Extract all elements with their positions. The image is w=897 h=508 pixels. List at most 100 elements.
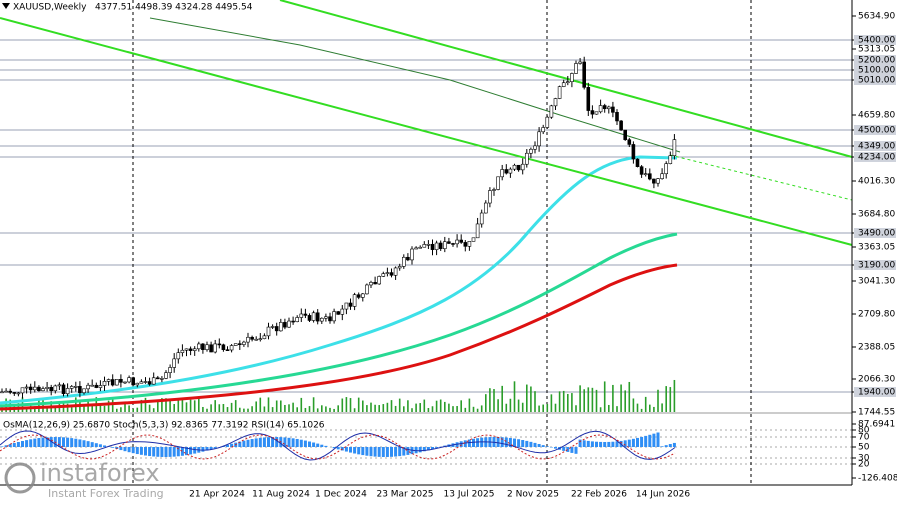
- volume-bar: [296, 407, 298, 412]
- candle-body: [312, 313, 315, 321]
- volume-bar: [506, 404, 508, 412]
- candle-body: [357, 295, 360, 298]
- candle-body: [607, 107, 610, 109]
- osma-bar: [324, 446, 327, 447]
- candle-body: [247, 337, 250, 342]
- price-label: 3041.30: [858, 277, 895, 287]
- volume-bar: [596, 390, 598, 412]
- candle-body: [300, 314, 303, 318]
- osma-bar: [78, 439, 81, 447]
- osma-bar: [673, 443, 676, 447]
- volume-bar: [227, 407, 229, 412]
- candle-body: [283, 322, 286, 327]
- candle-body: [115, 379, 118, 385]
- volume-bar: [399, 399, 401, 412]
- osma-bar: [128, 447, 131, 452]
- candle-body: [255, 339, 258, 340]
- candle-body: [193, 349, 196, 351]
- volume-bar: [38, 400, 40, 412]
- osma-bar: [263, 437, 266, 447]
- price-label: 1744.55: [858, 408, 895, 418]
- candle-body: [648, 174, 651, 179]
- candle-body: [517, 165, 520, 170]
- osma-bar: [99, 444, 102, 447]
- osma-bar: [308, 442, 311, 447]
- osma-bar: [251, 439, 254, 447]
- volume-bar: [321, 405, 323, 412]
- volume-bar: [288, 404, 290, 412]
- volume-bar: [481, 405, 483, 412]
- candle-body: [493, 189, 496, 190]
- candle-body: [5, 391, 8, 392]
- candle-body: [197, 344, 200, 349]
- volume-bar: [645, 397, 647, 412]
- volume-bar: [354, 408, 356, 412]
- osma-bar: [1, 446, 4, 447]
- candle-body: [111, 380, 114, 386]
- osma-bar: [275, 437, 278, 447]
- osma-bar: [579, 440, 582, 447]
- candle-body: [521, 164, 524, 170]
- osma-bar: [316, 444, 319, 447]
- volume-bar: [255, 401, 257, 412]
- volume-bar: [243, 409, 245, 412]
- osma-bar: [148, 447, 151, 456]
- volume-bar: [305, 408, 307, 412]
- candle-body: [156, 378, 159, 379]
- price-label: 3363.05: [858, 243, 895, 253]
- volume-bar: [407, 400, 409, 412]
- candle-body: [66, 388, 69, 393]
- date-label: 21 Apr 2024: [189, 490, 245, 500]
- candle-body: [374, 282, 377, 284]
- volume-bar: [333, 409, 335, 412]
- volume-bar: [493, 389, 495, 412]
- volume-bar: [477, 409, 479, 412]
- candle-body: [452, 243, 455, 244]
- volume-bar: [210, 404, 212, 412]
- volume-bar: [235, 400, 237, 412]
- volume-bar: [465, 408, 467, 412]
- osma-bar: [160, 447, 163, 457]
- candle-body: [140, 382, 143, 383]
- volume-bar: [370, 403, 372, 412]
- candle-body: [390, 273, 393, 276]
- volume-bar: [608, 405, 610, 412]
- candle-body: [566, 82, 569, 83]
- osma-bar: [652, 434, 655, 447]
- volume-bar: [563, 391, 565, 412]
- candle-body: [509, 169, 512, 173]
- price-label: 3490.00: [858, 229, 895, 239]
- candle-body: [406, 257, 409, 260]
- osma-bar: [562, 447, 565, 451]
- volume-bar: [489, 388, 491, 412]
- osma-bar: [583, 440, 586, 447]
- volume-bar: [223, 404, 225, 412]
- candle-body: [505, 170, 508, 174]
- osma-bar: [365, 447, 368, 456]
- candle-body: [177, 353, 180, 359]
- candle-body: [628, 140, 631, 145]
- candle-body: [271, 326, 274, 327]
- volume-bar: [649, 405, 651, 412]
- volume-bar: [132, 409, 134, 412]
- candle-body: [636, 159, 639, 167]
- osma-bar: [575, 447, 578, 454]
- candle-body: [554, 99, 557, 106]
- volume-bar: [624, 390, 626, 412]
- osma-bar: [13, 443, 16, 447]
- volume-bar: [104, 406, 106, 412]
- volume-bar: [173, 404, 175, 412]
- osma-bar: [21, 441, 24, 447]
- volume-bar: [542, 405, 544, 412]
- candle-body: [411, 249, 414, 260]
- indicator-tick-label: 70: [858, 433, 870, 443]
- candle-body: [304, 314, 307, 315]
- osma-bar: [17, 442, 20, 447]
- candle-body: [365, 285, 368, 294]
- candle-body: [333, 312, 336, 321]
- candle-body: [382, 274, 385, 277]
- candle-body: [169, 367, 172, 372]
- candle-body: [95, 385, 98, 387]
- candle-body: [562, 83, 565, 87]
